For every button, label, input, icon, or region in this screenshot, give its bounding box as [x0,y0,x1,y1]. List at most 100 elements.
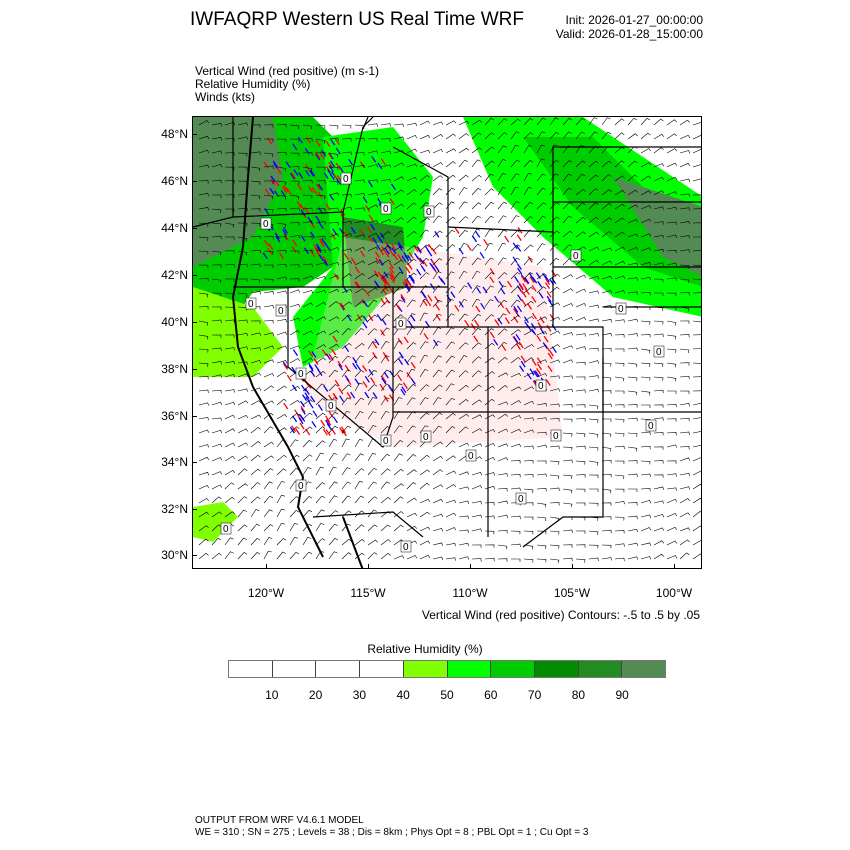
contour-label-box [275,304,287,317]
wind-barb [445,355,455,364]
downdraft-contour [300,209,306,217]
wind-barb [575,216,586,224]
wind-barb [341,343,352,350]
wind-barb [237,537,247,546]
wind-barb [393,189,404,196]
wind-barb [497,215,507,224]
wind-barb [276,508,285,518]
wind-barb [276,360,288,364]
lat-label: 30°N [161,548,188,562]
wind-barb [237,400,249,406]
wind-barb [510,342,521,350]
wind-barb [653,446,664,450]
downdraft-contour [350,391,356,399]
wind-barb [666,292,677,297]
downdraft-contour [524,277,530,284]
wind-barb [666,431,677,436]
updraft-contour [389,249,395,257]
wind-barb [536,345,548,350]
wind-barb [536,286,547,294]
lon-label: 110°W [452,586,488,600]
wind-barb [497,443,509,448]
wind-barb [263,235,274,240]
downdraft-contour [354,378,360,385]
wind-barb [237,263,248,268]
wind-barb [224,442,236,448]
wind-barb [250,235,261,240]
updraft-contour [531,312,538,320]
contour-label-box [380,202,392,215]
downdraft-contour [480,302,486,310]
wind-barb [601,362,612,367]
wind-barb [224,278,235,282]
updraft-contour [368,235,374,243]
updraft-contour [381,246,387,253]
wind-barb [237,319,248,323]
wind-barb [380,552,391,560]
wind-barb [471,257,481,266]
wind-barb [406,299,416,308]
wind-barb [536,502,547,508]
wind-barb [653,389,664,394]
wind-barb [315,452,324,462]
wind-barb [315,426,326,434]
wind-barb [198,334,209,340]
wind-barb [393,383,403,392]
wind-barb [588,275,600,280]
wind-barb [276,138,287,143]
wind-barb [562,529,573,534]
updraft-contour [346,392,352,399]
wind-barb [497,530,508,534]
downdraft-contour [291,366,297,374]
wind-barb [614,203,625,210]
wind-barb [575,231,586,238]
downdraft-contour [514,276,520,283]
downdraft-contour [407,254,413,262]
downdraft-contour [301,394,308,402]
wind-barb [315,301,327,308]
rh-region-dakotas [523,137,701,287]
wind-barb [367,341,377,350]
wind-barb [211,164,223,168]
downdraft-contour [274,232,280,240]
wind-barb [328,233,340,238]
wind-barb [367,150,378,154]
updraft-contour [431,247,437,255]
wind-barb [224,455,236,462]
wind-barb [679,348,690,354]
wind-barb [380,285,391,294]
wind-barb [588,131,598,140]
wind-barb [601,304,612,309]
updraft-contour [340,426,347,434]
wind-barb [653,118,664,126]
wind-barb [315,523,325,532]
wind-barb [679,539,690,546]
wind-barb [263,426,274,434]
wind-barb [237,180,248,185]
wind-barb [237,166,248,171]
wind-barb [211,457,223,462]
wind-barb [692,511,701,518]
updraft-contour [545,278,551,285]
updraft-contour [317,191,323,199]
wind-barb [276,468,287,476]
wind-barb [497,201,508,210]
wind-barb [484,515,495,519]
wind-barb [601,432,612,438]
wind-barb [224,122,236,126]
wind-barb [692,178,701,182]
wind-barb [250,166,261,172]
wind-barb [237,152,248,157]
downdraft-contour [493,338,499,346]
colorbar-bin [622,661,666,677]
wind-barb [484,229,494,238]
downdraft-contour [311,420,317,428]
wind-barb [315,236,326,240]
downdraft-contour [376,313,382,321]
wind-barb [367,192,378,196]
wind-barb [289,330,301,336]
updraft-contour [426,299,432,307]
lat-tick [192,228,197,229]
updraft-contour [319,238,325,245]
wind-barb [510,186,519,196]
